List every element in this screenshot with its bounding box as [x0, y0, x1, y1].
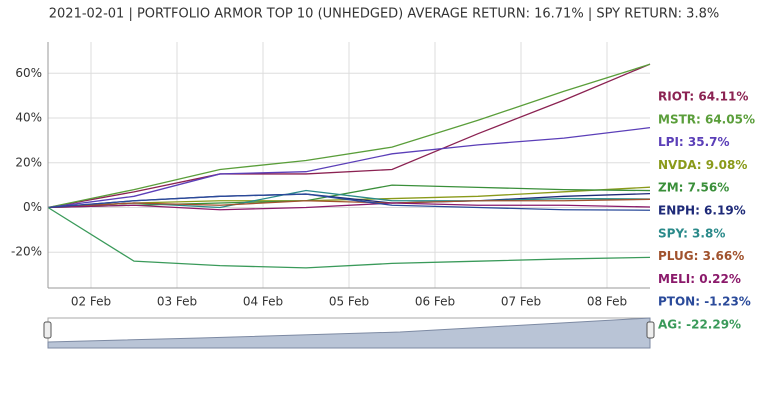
x-tick-label: 06 Feb [415, 295, 455, 309]
y-tick-label: 40% [15, 111, 42, 125]
x-tick-label: 03 Feb [157, 295, 197, 309]
end-label: LPI: 35.7% [658, 135, 730, 149]
series-line [47, 206, 651, 269]
end-label: ENPH: 6.19% [658, 204, 746, 218]
x-tick-label: 07 Feb [501, 295, 541, 309]
end-label: ZM: 7.56% [658, 181, 729, 195]
end-label: RIOT: 64.11% [658, 90, 748, 104]
plot-area [47, 42, 651, 288]
x-tick-label: 08 Feb [587, 295, 627, 309]
end-label: PLUG: 3.66% [658, 249, 744, 263]
y-tick-label: 20% [15, 155, 42, 169]
series-line [47, 202, 651, 211]
series-line [47, 184, 651, 209]
end-label: MSTR: 64.05% [658, 112, 755, 126]
series-line [47, 63, 651, 209]
y-tick-label: 0% [23, 200, 42, 214]
chart-title: 2021-02-01 | PORTFOLIO ARMOR TOP 10 (UNH… [49, 7, 719, 22]
x-tick-label: 04 Feb [243, 295, 283, 309]
end-label: AG: -22.29% [658, 318, 741, 332]
y-tick-label: -20% [11, 245, 42, 259]
navigator-handle[interactable] [43, 321, 52, 339]
navigator-handle[interactable] [646, 321, 655, 339]
end-label: NVDA: 9.08% [658, 158, 747, 172]
series-line [47, 127, 651, 209]
navigator-area [47, 317, 651, 349]
navigator [43, 317, 655, 349]
y-tick-label: 60% [15, 66, 42, 80]
series-line [47, 198, 651, 209]
end-label: PTON: -1.23% [658, 295, 751, 309]
x-tick-label: 02 Feb [71, 295, 111, 309]
end-label: SPY: 3.8% [658, 226, 725, 240]
end-label: MELI: 0.22% [658, 272, 741, 286]
x-tick-label: 05 Feb [329, 295, 369, 309]
series-line [47, 193, 651, 211]
series-line [47, 63, 651, 209]
